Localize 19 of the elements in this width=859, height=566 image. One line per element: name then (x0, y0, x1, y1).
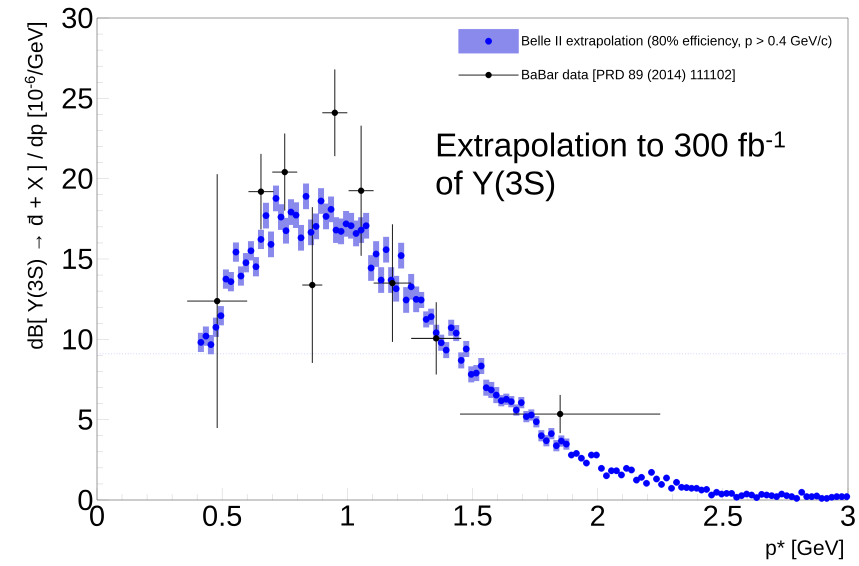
x-tick-label: 1.5 (454, 506, 492, 526)
y-tick-label: 0 (78, 490, 92, 510)
y-tick-label: 20 (62, 168, 92, 189)
annotation: Extrapolation to 300 fb$^{-1}$ (438, 131, 785, 164)
y-tick-label: 15 (63, 248, 92, 270)
y-tick-label: 30 (62, 8, 92, 28)
legend-label: Belle II extrapolation (80% efficiency, p > 0.4 GeV/c) (522, 36, 832, 48)
x-tick-label: 1 (341, 506, 354, 526)
y-tick-label: 25 (62, 88, 92, 109)
x-tick-label: 2 (591, 506, 604, 526)
annotation: of Y(3S) (436, 170, 554, 202)
x-axis-title: p* [GeV] (766, 540, 843, 560)
legend-label: BaBar data [PRD 89 (2014) 111102] (522, 69, 735, 82)
x-tick-label: 3 (841, 506, 855, 526)
y-tick-label: 10 (63, 329, 92, 350)
x-tick-label: 0.5 (203, 506, 242, 526)
x-tick-label: 2.5 (704, 506, 742, 526)
y-axis-title: dB[ Y(3S) → d̄ + X ] / dp [10$^{-6}$/GeV] (24, 23, 47, 349)
y-tick-label: 5 (78, 410, 92, 430)
